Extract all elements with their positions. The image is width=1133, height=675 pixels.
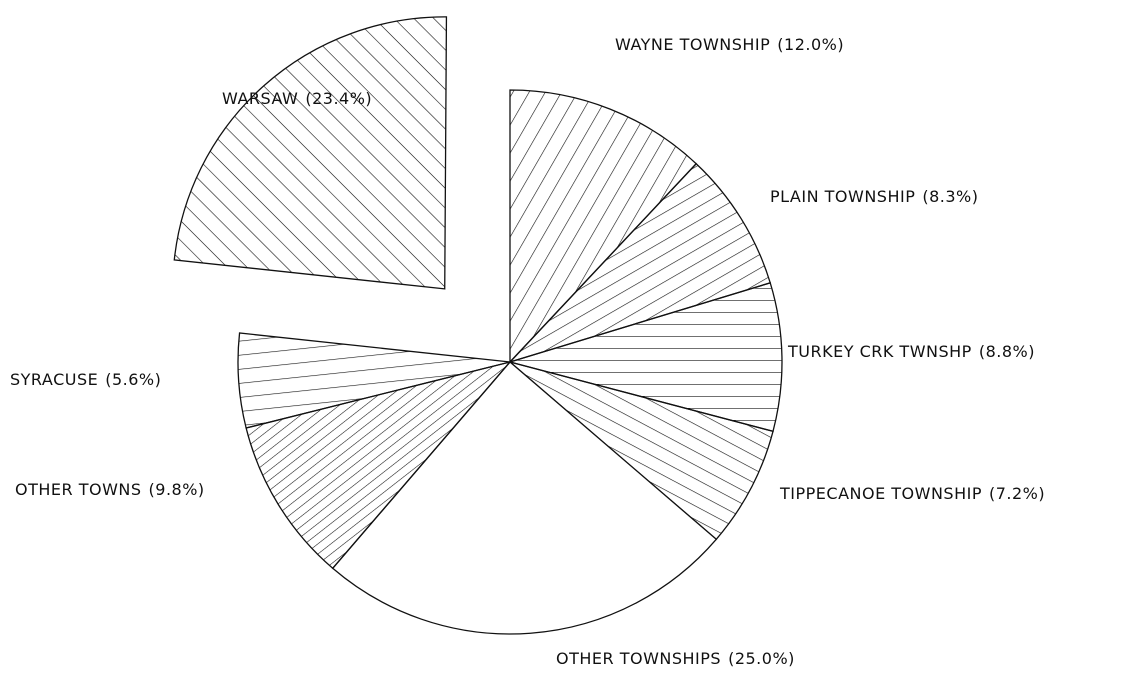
category-label: PLAIN TOWNSHIP <box>770 187 915 206</box>
slice-label: OTHER TOWNSHIPS (25.0%) <box>556 649 795 668</box>
category-label: TIPPECANOE TOWNSHIP <box>779 484 982 503</box>
pie-slice <box>509 89 698 364</box>
pie-slice <box>507 282 783 433</box>
category-label: WAYNE TOWNSHIP <box>615 35 770 54</box>
value-label: (12.0%) <box>777 35 844 54</box>
category-label: SYRACUSE <box>10 370 98 389</box>
category-label: OTHER TOWNSHIPS <box>556 649 721 668</box>
slice-label: PLAIN TOWNSHIP (8.3%) <box>770 187 979 206</box>
value-label: (23.4%) <box>305 89 372 108</box>
category-label: TURKEY CRK TWNSHP <box>787 342 972 361</box>
slice-label: TURKEY CRK TWNSHP (8.8%) <box>787 342 1035 361</box>
pie-slice <box>173 16 448 290</box>
value-label: (25.0%) <box>728 649 795 668</box>
value-label: (5.6%) <box>105 370 161 389</box>
value-label: (7.2%) <box>989 484 1045 503</box>
pie-slice <box>237 332 511 429</box>
pie-slice <box>507 162 772 364</box>
value-label: (9.8%) <box>149 480 205 499</box>
pie-slice <box>509 361 774 541</box>
value-label: (8.3%) <box>922 187 978 206</box>
pie-slice <box>331 361 718 635</box>
category-label: WARSAW <box>222 89 298 108</box>
pie-slice <box>245 360 512 570</box>
slice-label: SYRACUSE (5.6%) <box>10 370 161 389</box>
value-label: (8.8%) <box>979 342 1035 361</box>
category-label: OTHER TOWNS <box>15 480 142 499</box>
slice-label: OTHER TOWNS (9.8%) <box>15 480 205 499</box>
slice-label: WARSAW (23.4%) <box>222 89 372 108</box>
slice-label: TIPPECANOE TOWNSHIP (7.2%) <box>779 484 1045 503</box>
slice-label: WAYNE TOWNSHIP (12.0%) <box>615 35 844 54</box>
